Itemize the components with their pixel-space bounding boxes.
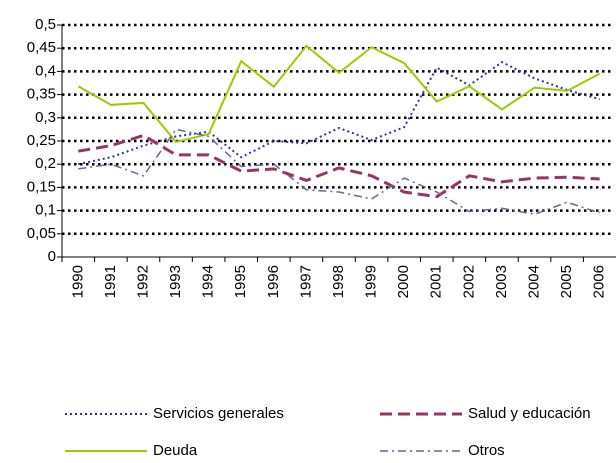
x-tick-label: 1990 <box>69 265 86 298</box>
x-tick-label: 2002 <box>460 265 477 298</box>
y-tick-label: 0,1 <box>35 202 56 219</box>
x-tick-label: 1997 <box>297 265 314 298</box>
legend-label: Otros <box>468 442 505 459</box>
y-tick-label: 0,2 <box>35 155 56 172</box>
y-tick-label: 0,5 <box>35 16 56 33</box>
series-line <box>78 128 600 216</box>
y-tick-label: 0,45 <box>27 39 56 56</box>
x-tick-label: 2001 <box>428 265 445 298</box>
x-tick-label: 2000 <box>395 265 412 298</box>
x-tick-label: 2006 <box>591 265 608 298</box>
series-line <box>77 44 601 144</box>
x-tick-label: 1991 <box>102 265 119 298</box>
x-tick-label: 2003 <box>493 265 510 298</box>
x-tick-label: 1998 <box>330 265 347 298</box>
x-tick-label: 1994 <box>200 265 217 298</box>
x-tick-label: 1993 <box>167 265 184 298</box>
y-tick-label: 0,25 <box>27 132 56 149</box>
series-line <box>78 60 600 166</box>
x-tick-label: 1992 <box>134 265 151 298</box>
legend-label: Deuda <box>153 442 198 459</box>
x-tick-label: 1996 <box>265 265 282 298</box>
x-tick-label: 2004 <box>525 265 542 298</box>
x-tick-label: 1995 <box>232 265 249 298</box>
y-tick-label: 0,3 <box>35 109 56 126</box>
y-tick-label: 0 <box>48 248 56 265</box>
x-tick-label: 2005 <box>558 265 575 298</box>
y-tick-label: 0,15 <box>27 178 56 195</box>
y-tick-label: 0,05 <box>27 225 56 242</box>
series-line <box>78 133 600 199</box>
legend-label: Salud y educación <box>468 405 591 422</box>
legend-label: Servicios generales <box>153 405 284 422</box>
y-tick-label: 0,4 <box>35 62 56 79</box>
y-tick-label: 0,35 <box>27 86 56 103</box>
x-tick-label: 1999 <box>363 265 380 298</box>
